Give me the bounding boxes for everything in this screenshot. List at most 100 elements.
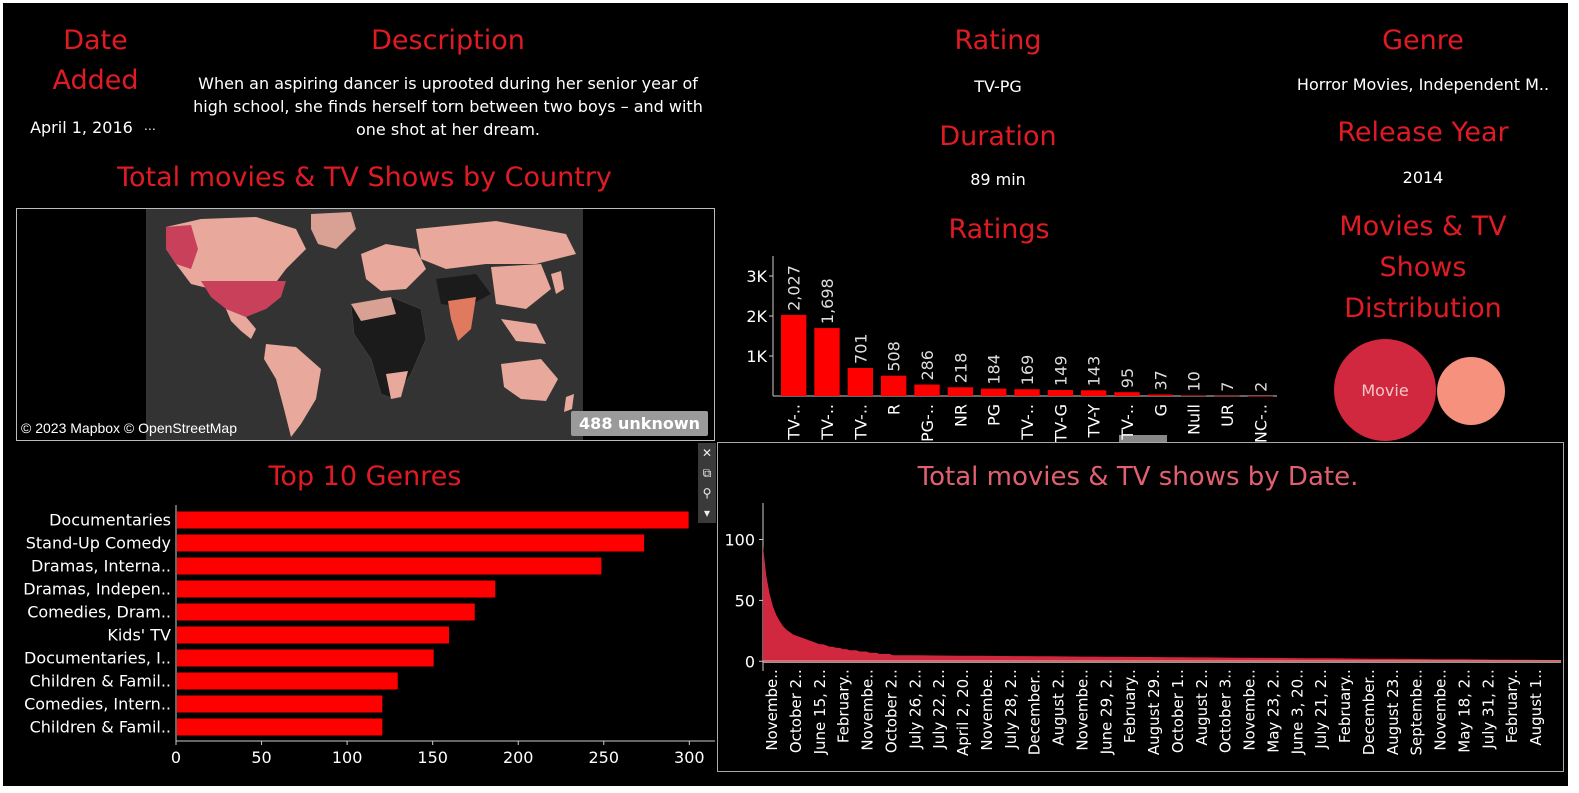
date-area-band[interactable] <box>763 660 1561 663</box>
date-x-tick-label: June 3, 20.. <box>1288 669 1306 755</box>
date-x-tick-label: Novembe.. <box>1073 669 1091 750</box>
north-america[interactable] <box>166 217 306 314</box>
ratings-category-label[interactable]: G <box>1151 404 1170 416</box>
ratings-bar[interactable] <box>1114 392 1140 396</box>
ratings-bar[interactable] <box>1147 394 1173 396</box>
ratings-bar[interactable] <box>1247 395 1273 397</box>
south-america[interactable] <box>264 344 321 437</box>
genre-category-label[interactable]: Children & Famil.. <box>30 718 171 737</box>
genre-bar[interactable] <box>177 580 496 598</box>
ratings-data-label: 143 <box>1085 356 1104 387</box>
date-area[interactable] <box>763 545 1561 662</box>
date-x-tick-label: Septembe.. <box>1408 669 1426 755</box>
genre-category-label[interactable]: Children & Famil.. <box>30 672 171 691</box>
japan[interactable] <box>551 271 564 294</box>
ratings-category-label[interactable]: R <box>885 404 904 415</box>
genres-x-tick-label: 50 <box>251 748 271 767</box>
mexico[interactable] <box>226 309 256 339</box>
ratings-bar[interactable] <box>781 314 807 396</box>
genre-bar[interactable] <box>177 557 602 575</box>
description-value: When an aspiring dancer is uprooted duri… <box>193 74 703 139</box>
genre-bar[interactable] <box>177 718 383 736</box>
date-x-tick-label: August 1.. <box>1527 669 1545 745</box>
ratings-bar[interactable] <box>1081 390 1107 396</box>
genre-category-label[interactable]: Dramas, Indepen.. <box>23 580 171 599</box>
united-states[interactable] <box>201 281 286 317</box>
ratings-category-label[interactable]: TV-.. <box>1018 404 1037 441</box>
genres-title: Top 10 Genres <box>268 461 462 492</box>
ratings-data-label: 95 <box>1118 368 1137 388</box>
alaska[interactable] <box>166 225 198 269</box>
date-chart-panel[interactable]: Total movies & TV shows by Date. 0 50 100 … <box>717 442 1564 772</box>
genre-bar[interactable] <box>177 603 475 621</box>
ratings-category-label[interactable]: TV-Y <box>1085 404 1104 439</box>
menu-chevron-icon[interactable]: ▾ <box>703 506 711 520</box>
ratings-bar[interactable] <box>1214 395 1240 397</box>
russia[interactable] <box>416 221 576 269</box>
genre-bar[interactable] <box>177 672 398 690</box>
genre-bar[interactable] <box>177 534 645 552</box>
filter-icon[interactable]: ⚲ <box>702 486 712 500</box>
ratings-bar[interactable] <box>947 387 973 396</box>
north-africa[interactable] <box>351 297 396 321</box>
genre-category-label[interactable]: Dramas, Interna.. <box>31 557 171 576</box>
europe[interactable] <box>361 244 426 291</box>
ratings-bar[interactable] <box>847 367 873 396</box>
world-map[interactable] <box>146 209 583 440</box>
genre-bar[interactable] <box>177 649 434 667</box>
southeast-asia[interactable] <box>501 319 546 344</box>
ratings-category-label[interactable]: TV-.. <box>785 404 804 441</box>
date-x-tick-label: July 21, 2.. <box>1312 669 1330 749</box>
ratings-bar[interactable] <box>1014 389 1040 396</box>
world-map-shapes <box>166 212 576 437</box>
genre-category-label[interactable]: Documentaries <box>49 511 171 530</box>
genre-bar[interactable] <box>177 695 383 713</box>
ratings-category-label[interactable]: UR <box>1218 404 1237 427</box>
ratings-bar[interactable] <box>981 388 1007 396</box>
ratings-data-label: 1,698 <box>818 278 837 324</box>
greenland[interactable] <box>311 212 356 249</box>
genre-bar[interactable] <box>177 511 689 529</box>
australia[interactable] <box>501 359 558 401</box>
ratings-category-label[interactable]: NC-.. <box>1251 404 1270 443</box>
close-icon[interactable]: ✕ <box>701 446 713 460</box>
tv-show-bubble[interactable] <box>1437 357 1505 425</box>
date-added-title: Date Added <box>52 25 139 96</box>
map-credit[interactable]: © 2023 Mapbox © OpenStreetMap <box>21 420 237 436</box>
genre-category-label[interactable]: Documentaries, I.. <box>24 649 171 668</box>
ratings-category-label[interactable]: Null <box>1185 404 1204 435</box>
india[interactable] <box>448 297 476 341</box>
ratings-bar[interactable] <box>814 328 840 396</box>
genre-bar[interactable] <box>177 626 450 644</box>
date-chart-title: Total movies & TV shows by Date. <box>917 462 1359 492</box>
new-zealand[interactable] <box>564 394 574 412</box>
ratings-category-label[interactable]: PG-.. <box>918 404 937 442</box>
ratings-bar[interactable] <box>1047 390 1073 396</box>
unknown-badge[interactable]: 488 unknown <box>571 411 708 436</box>
popout-icon[interactable]: ⧉ <box>702 466 712 480</box>
ratings-bar[interactable] <box>881 375 907 396</box>
ratings-category-label[interactable]: TV-.. <box>1118 404 1137 441</box>
ratings-category-label[interactable]: TV-.. <box>818 404 837 441</box>
china[interactable] <box>491 264 551 309</box>
genre-category-label[interactable]: Stand-Up Comedy <box>26 534 171 553</box>
more-icon[interactable]: ⋯ <box>143 122 156 136</box>
ratings-bar[interactable] <box>914 384 940 396</box>
ratings-scrollbar[interactable] <box>1119 435 1167 443</box>
ratings-category-label[interactable]: NR <box>951 404 970 427</box>
ratings-category-label[interactable]: TV-.. <box>851 404 870 441</box>
country-map-panel[interactable]: © 2023 Mapbox © OpenStreetMap 488 unknow… <box>16 208 715 441</box>
ratings-bar[interactable] <box>1181 395 1207 397</box>
genre-category-label[interactable]: Kids' TV <box>107 626 171 645</box>
ratings-data-label: 701 <box>851 333 870 364</box>
ratings-category-label[interactable]: PG <box>985 404 1004 426</box>
south-africa[interactable] <box>386 371 408 399</box>
ratings-category-label[interactable]: TV-G <box>1051 404 1070 443</box>
date-x-tick-label: Novembe.. <box>859 669 877 750</box>
genre-category-label[interactable]: Comedies, Dram.. <box>27 603 171 622</box>
movie-bubble[interactable] <box>1334 339 1436 441</box>
date-y-tick-label: 50 <box>735 591 755 610</box>
date-x-tick-label: October 2.. <box>787 669 805 753</box>
genre-category-label[interactable]: Comedies, Intern.. <box>24 695 171 714</box>
middle-east[interactable] <box>436 274 491 307</box>
